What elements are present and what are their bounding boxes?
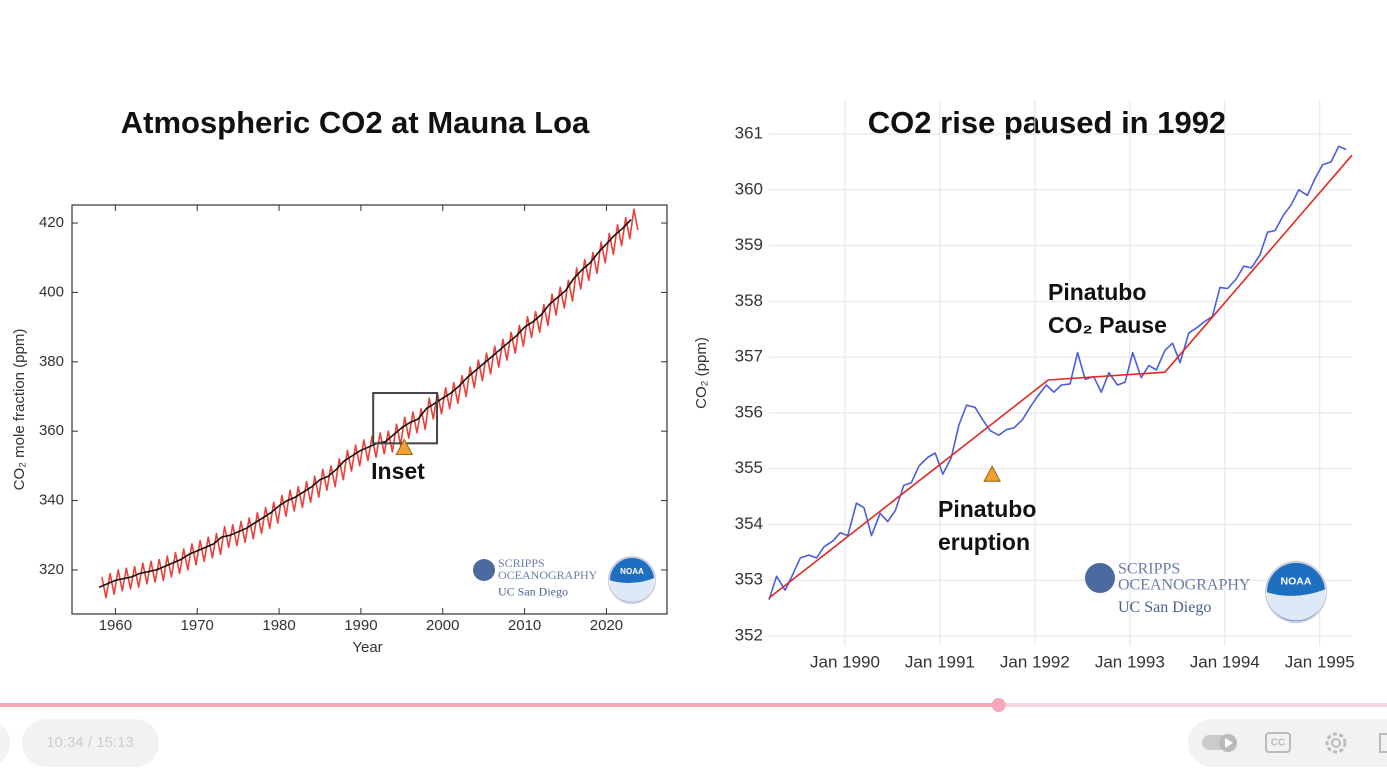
event-marker (983, 465, 1001, 482)
logo-text: OCEANOGRAPHY (1118, 577, 1251, 594)
progress-handle[interactable] (991, 698, 1006, 712)
logo-text: OCEANOGRAPHY (498, 568, 598, 582)
noaa-wave (609, 577, 656, 602)
controls-pill (1188, 719, 1387, 767)
y-tick-label: 357 (735, 347, 763, 366)
logo-text: UC San Diego (1118, 599, 1211, 616)
logo-text: NOAA (1281, 575, 1312, 587)
y-tick-label: 359 (735, 235, 763, 254)
miniplayer-button[interactable] (1379, 733, 1387, 753)
y-axis-label: CO₂ (ppm) (693, 337, 710, 409)
scripps-logo (473, 559, 495, 581)
x-tick-label: 2020 (590, 617, 623, 634)
y-tick-label: 354 (735, 514, 763, 533)
scripps-logo (1085, 563, 1115, 593)
x-tick-label: Jan 1991 (905, 652, 975, 671)
time-pill (22, 719, 159, 767)
y-axis-label: CO₂ mole fraction (ppm) (11, 329, 28, 491)
x-tick-label: 1980 (262, 617, 295, 634)
annotation: eruption (938, 529, 1030, 555)
x-tick-label: Jan 1992 (1000, 652, 1070, 671)
y-tick-label: 355 (735, 458, 763, 477)
play-button[interactable] (0, 719, 10, 767)
x-tick-label: Jan 1994 (1190, 652, 1260, 671)
y-tick-label: 360 (39, 422, 64, 439)
y-tick-label: 400 (39, 283, 64, 300)
captions-button[interactable]: CC (1265, 732, 1291, 753)
y-tick-label: 340 (39, 492, 64, 509)
series-line (768, 145, 1347, 600)
y-tick-label: 352 (735, 625, 763, 644)
y-tick-label: 356 (735, 402, 763, 421)
y-tick-label: 320 (39, 561, 64, 578)
annotation: Pinatubo (938, 496, 1036, 522)
series-line (768, 154, 1353, 599)
x-tick-label: Jan 1993 (1095, 652, 1165, 671)
x-tick-label: 1970 (181, 617, 214, 634)
chart-title: Atmospheric CO2 at Mauna Loa (121, 105, 590, 140)
autoplay-toggle[interactable] (1202, 734, 1237, 752)
y-tick-label: 420 (39, 214, 64, 231)
x-axis-label: Year (352, 639, 382, 656)
y-tick-label: 361 (735, 124, 763, 143)
y-tick-label: 380 (39, 353, 64, 370)
plot-frame (71, 204, 668, 615)
logo-text: NOAA (620, 567, 644, 576)
x-tick-label: Jan 1990 (810, 652, 880, 671)
x-tick-label: 2010 (508, 617, 541, 634)
y-tick-label: 360 (735, 179, 763, 198)
noaa-wave (1266, 589, 1327, 621)
logo-text: SCRIPPS (1118, 561, 1180, 578)
annotation: CO₂ Pause (1048, 312, 1167, 338)
series-line (98, 219, 632, 589)
time-display: 10:34 / 15:13 (46, 734, 134, 751)
logo-text: UC San Diego (498, 585, 568, 599)
svg-text:CC: CC (1271, 738, 1285, 749)
x-tick-label: 2000 (426, 617, 459, 634)
event-marker (395, 438, 414, 455)
y-tick-label: 353 (735, 570, 763, 589)
series-line (101, 208, 639, 599)
x-tick-label: Jan 1995 (1285, 652, 1355, 671)
x-tick-label: 1990 (344, 617, 377, 634)
chart-title: CO2 rise paused in 1992 (868, 105, 1226, 140)
x-tick-label: 1960 (99, 617, 132, 634)
settings-button[interactable] (1325, 732, 1347, 754)
progress-played (0, 703, 999, 707)
logo-text: SCRIPPS (498, 556, 545, 570)
y-tick-label: 358 (735, 291, 763, 310)
annotation: Inset (371, 458, 425, 484)
annotation: Pinatubo (1048, 279, 1146, 305)
